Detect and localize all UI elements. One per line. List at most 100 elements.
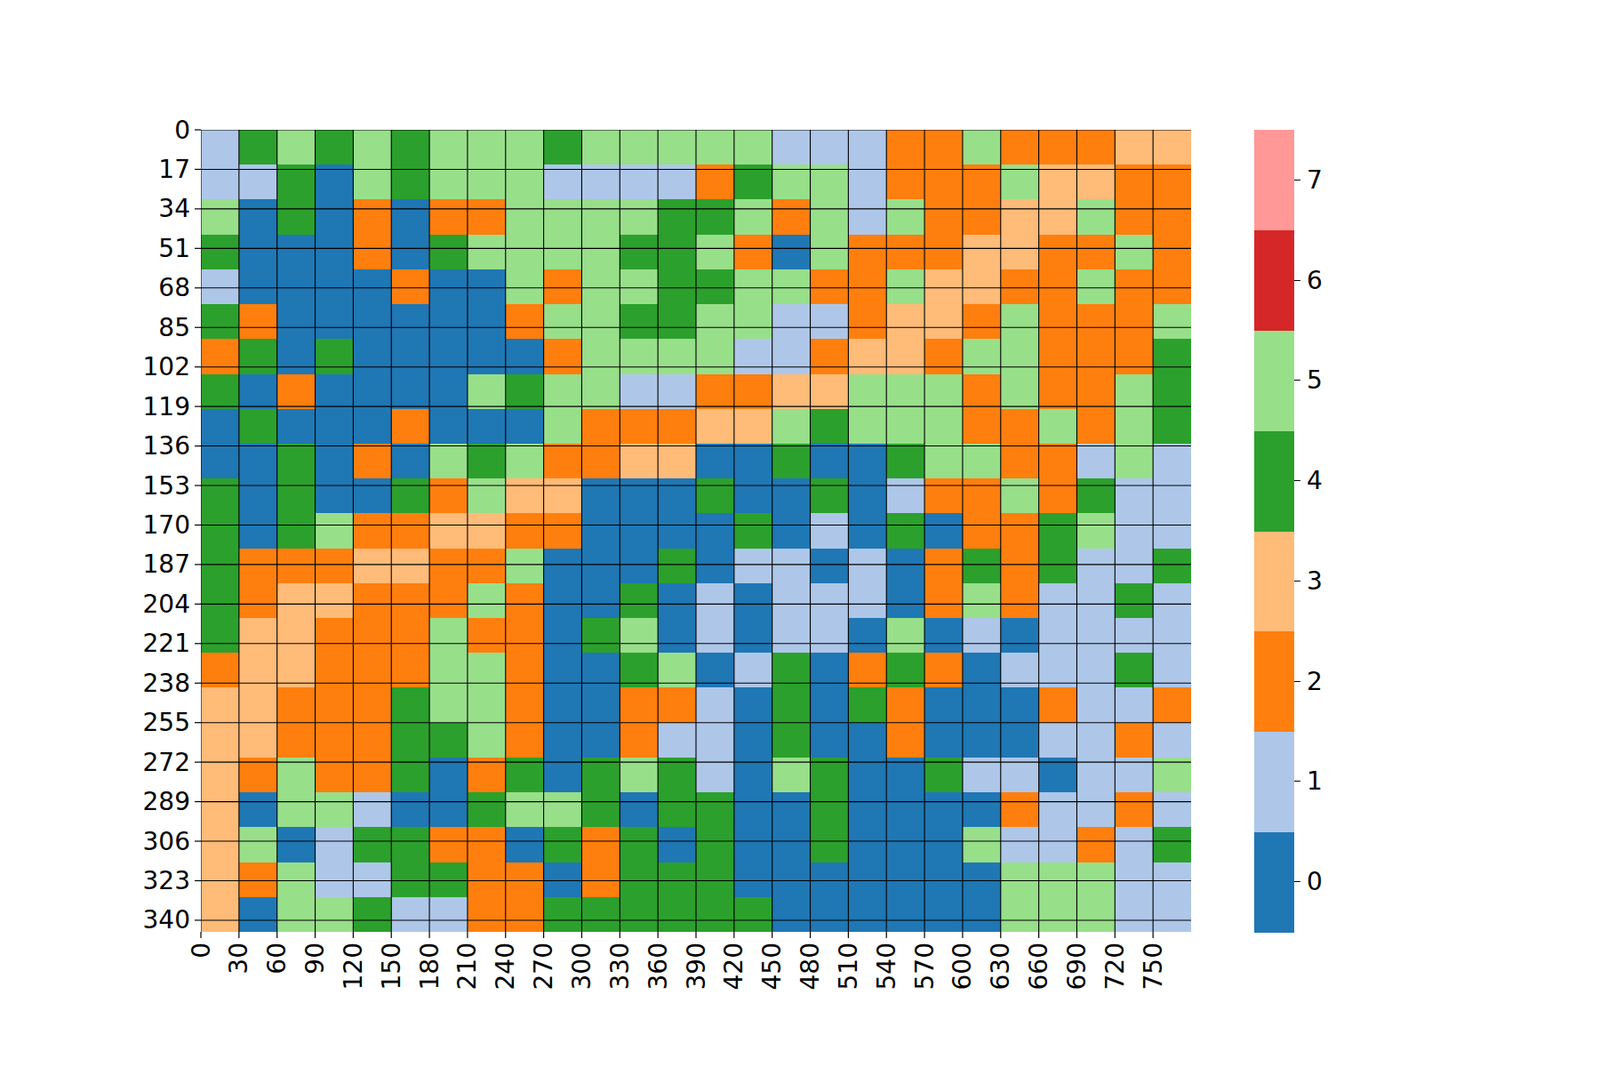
cell (1152, 826, 1192, 863)
cell (962, 374, 1001, 410)
cell (277, 896, 316, 932)
y-tick-label: 187 (143, 549, 191, 579)
grid-line (961, 129, 963, 932)
y-tick-label: 238 (143, 668, 191, 698)
x-tick-label: 480 (795, 942, 825, 990)
y-tick-label: 340 (143, 904, 191, 935)
cell (1000, 617, 1040, 654)
cell (544, 548, 583, 584)
cell (696, 478, 735, 514)
cell (1000, 408, 1040, 445)
cell (848, 443, 887, 480)
cell (734, 338, 773, 375)
cell (352, 478, 392, 514)
cell (657, 269, 696, 305)
cell (391, 408, 430, 445)
cell (429, 338, 468, 375)
cell (505, 896, 544, 932)
cell (886, 617, 925, 654)
cell (886, 478, 925, 514)
cell (886, 269, 925, 305)
cell (239, 338, 278, 375)
grid-line (886, 129, 888, 932)
cell (429, 757, 468, 793)
grid-line (200, 524, 1192, 526)
grid-line (200, 208, 1192, 209)
cell (886, 164, 925, 200)
cell (544, 583, 583, 619)
cell (1000, 164, 1040, 200)
cell (696, 199, 735, 235)
x-tick (771, 931, 773, 938)
y-tick-label: 102 (143, 352, 191, 382)
y-tick (194, 761, 201, 763)
cell (505, 826, 544, 863)
cell (200, 896, 240, 932)
cell (696, 234, 735, 271)
cell (810, 617, 849, 654)
x-tick (581, 931, 583, 938)
cell (924, 374, 963, 410)
y-tick (194, 366, 201, 368)
grid-line (733, 129, 735, 932)
cell (277, 583, 316, 619)
cell (810, 896, 849, 932)
cell (200, 512, 240, 549)
x-tick-label: 90 (300, 942, 330, 975)
cell (581, 722, 620, 759)
colorbar-tick-label: 6 (1306, 265, 1323, 296)
cell (277, 338, 316, 375)
cell (239, 862, 278, 898)
cell (505, 757, 544, 793)
cell (315, 583, 354, 619)
cell (200, 304, 240, 340)
cell (581, 687, 620, 723)
cell (810, 687, 849, 723)
cell (352, 862, 392, 898)
cell (1114, 234, 1153, 271)
cell (696, 129, 735, 166)
cell (277, 862, 316, 898)
colorbar: 01234567 (1254, 129, 1323, 933)
cell (391, 687, 430, 723)
cell (200, 408, 240, 445)
cell (429, 548, 468, 584)
cell (1114, 687, 1153, 723)
cell (772, 583, 811, 619)
cell (1039, 129, 1078, 166)
cell (277, 548, 316, 584)
cell (352, 199, 392, 235)
cell (1114, 129, 1153, 166)
cell (581, 234, 620, 271)
cell (619, 617, 658, 654)
cell (391, 443, 430, 480)
cell (239, 826, 278, 863)
cell (200, 757, 240, 793)
cell (1076, 234, 1115, 271)
y-tick (194, 327, 201, 328)
cell (657, 443, 696, 480)
cell (772, 896, 811, 932)
cell (429, 234, 468, 271)
cell (315, 862, 354, 898)
cell (1114, 792, 1153, 828)
grid-line (429, 129, 431, 932)
cell (772, 199, 811, 235)
x-tick-label: 540 (872, 942, 902, 990)
cell (1114, 548, 1153, 584)
y-tick-label: 221 (143, 628, 191, 658)
cell (772, 164, 811, 200)
y-tick (194, 484, 201, 486)
grid-line (200, 682, 1192, 684)
cell (581, 757, 620, 793)
cell (315, 338, 354, 375)
cell (734, 199, 773, 235)
cell (696, 896, 735, 932)
cell (1076, 583, 1115, 619)
cell (581, 304, 620, 340)
cell (924, 896, 963, 932)
cell (239, 757, 278, 793)
cell (505, 722, 544, 759)
cell (1000, 687, 1040, 723)
cell (505, 234, 544, 271)
